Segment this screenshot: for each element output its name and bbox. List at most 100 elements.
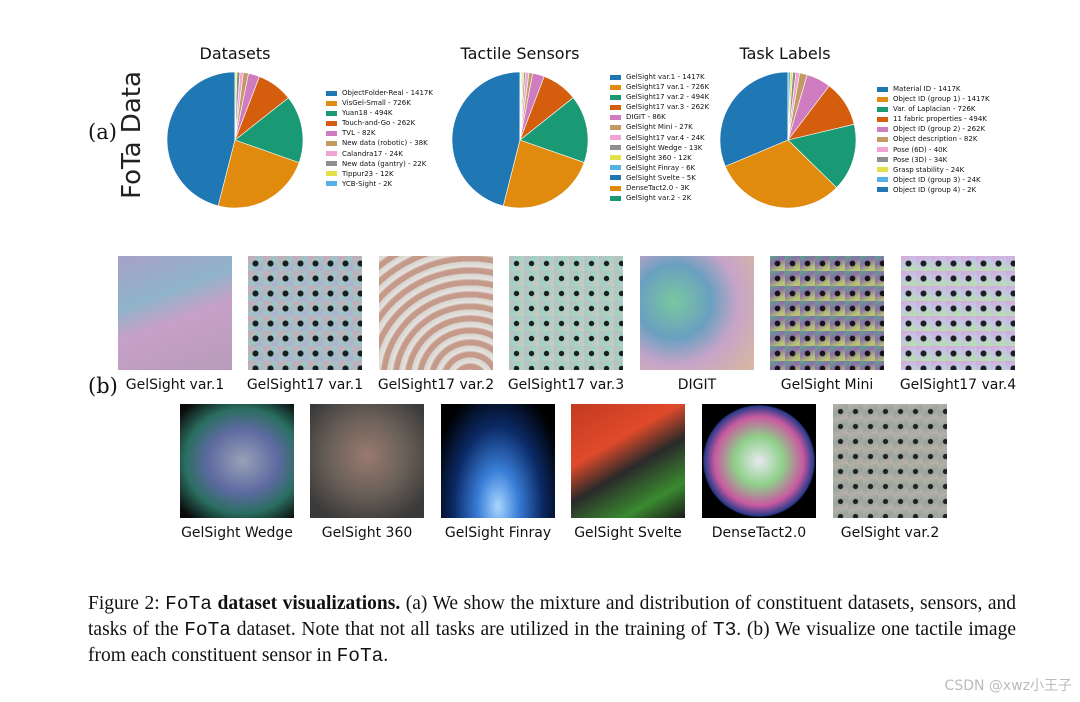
legend-swatch	[877, 106, 888, 112]
caption-bold-title: dataset visualizations.	[217, 593, 401, 614]
legend-swatch	[877, 147, 888, 153]
pie-slice-2	[519, 97, 589, 163]
legend-swatch	[326, 151, 337, 157]
legend-label: GelSight17 var.2 - 494K	[626, 93, 710, 102]
legend-label: Yuan18 - 494K	[342, 109, 393, 118]
legend-entry: Pose (3D) - 34K	[877, 155, 990, 165]
legend-swatch	[877, 96, 888, 102]
caption-text-2: dataset. Note that not all tasks are uti…	[236, 619, 708, 640]
legend-swatch	[610, 185, 621, 191]
legend-label: Pose (6D) - 40K	[893, 145, 948, 154]
legend-swatch	[326, 120, 337, 126]
pie-slice-1	[724, 139, 838, 209]
legend-label: Object ID (group 1) - 1417K	[893, 95, 990, 104]
legend-swatch	[326, 141, 337, 147]
legend-swatch	[877, 126, 888, 132]
thumb-gelsight-var2	[833, 404, 947, 518]
legend-entry: GelSight Mini - 27K	[610, 122, 709, 132]
legend-swatch	[610, 175, 621, 181]
panel-a-label: (a)	[88, 120, 117, 144]
caption-text-3: . (b) We visualize one tactile image fro…	[88, 619, 1016, 666]
legend-entry: GelSight17 var.3 - 262K	[610, 102, 709, 112]
legend-label: New data (gantry) - 22K	[342, 159, 427, 168]
legend-swatch	[610, 84, 621, 90]
legend-swatch	[877, 86, 888, 92]
legend-swatch	[326, 110, 337, 116]
legend-datasets: ObjectFolder-Real - 1417K VisGel-Small - …	[326, 88, 433, 189]
legend-label: DIGIT - 86K	[626, 113, 666, 122]
thumb-gelsight-svelte	[571, 404, 685, 518]
caption-gelsight-var1: GelSight var.1	[125, 377, 225, 393]
legend-entry: VisGel-Small - 726K	[326, 98, 433, 108]
legend-label: Var. of Laplacian - 726K	[893, 105, 976, 114]
chart-title-task-labels: Task Labels	[739, 44, 831, 63]
caption-gelsight17-var3: GelSight17 var.3	[507, 377, 625, 393]
legend-entry: Object description - 82K	[877, 134, 990, 144]
legend-entry: GelSight Svelte - 5K	[610, 173, 709, 183]
legend-swatch	[877, 187, 888, 193]
pie-slice-2	[787, 123, 857, 188]
chart-title-datasets: Datasets	[199, 44, 271, 63]
caption-fota-2: FoTa	[184, 619, 231, 641]
caption-gelsight-mini: GelSight Mini	[780, 377, 874, 393]
legend-label: GelSight Finray - 6K	[626, 163, 696, 172]
legend-label: TVL - 82K	[342, 129, 376, 138]
legend-entry: GelSight17 var.4 - 24K	[610, 133, 709, 143]
legend-entry: GelSight 360 - 12K	[610, 153, 709, 163]
legend-label: Grasp stability - 24K	[893, 165, 965, 174]
legend-tactile-sensors: GelSight var.1 - 1417K GelSight17 var.1 -…	[610, 72, 709, 203]
caption-text-4: .	[383, 645, 389, 666]
legend-label: DenseTact2.0 - 3K	[626, 184, 690, 193]
pie-slice-0	[719, 71, 789, 167]
legend-swatch	[877, 116, 888, 122]
legend-entry: TVL - 82K	[326, 128, 433, 138]
legend-entry: Pose (6D) - 40K	[877, 145, 990, 155]
legend-swatch	[877, 177, 888, 183]
thumb-digit	[640, 256, 754, 370]
thumb-gelsight-mini	[770, 256, 884, 370]
legend-label: 11 fabric properties - 494K	[893, 115, 987, 124]
pie-slice-1	[502, 139, 585, 209]
legend-label: GelSight Wedge - 13K	[626, 143, 703, 152]
caption-gelsight-wedge: GelSight Wedge	[181, 525, 293, 541]
legend-label: Calandra17 - 24K	[342, 149, 403, 158]
legend-label: Pose (3D) - 34K	[893, 155, 948, 164]
pie-slice-2	[234, 97, 304, 164]
legend-entry: Material ID - 1417K	[877, 84, 990, 94]
thumb-gelsight17-var1	[248, 256, 362, 370]
legend-label: VisGel-Small - 726K	[342, 99, 411, 108]
legend-swatch	[610, 195, 621, 201]
legend-swatch	[610, 74, 621, 80]
pie-chart-tactile-sensors	[451, 71, 589, 209]
panel-b-label: (b)	[88, 374, 118, 398]
legend-label: Object ID (group 4) - 2K	[893, 185, 977, 194]
legend-swatch	[610, 94, 621, 100]
pie-chart-task-labels	[719, 71, 857, 209]
thumb-gelsight17-var3	[509, 256, 623, 370]
legend-entry: GelSight var.1 - 1417K	[610, 72, 709, 82]
caption-t3: T3	[712, 619, 737, 641]
figure-caption: Figure 2: FoTa dataset visualizations. (…	[88, 591, 1016, 669]
legend-swatch	[877, 167, 888, 173]
legend-swatch	[877, 157, 888, 163]
legend-entry: Touch-and-Go - 262K	[326, 118, 433, 128]
legend-entry: Yuan18 - 494K	[326, 108, 433, 118]
legend-label: ObjectFolder-Real - 1417K	[342, 89, 433, 97]
caption-gelsight-360: GelSight 360	[321, 525, 413, 541]
legend-label: GelSight var.2 - 2K	[626, 194, 692, 203]
legend-swatch	[610, 165, 621, 171]
legend-entry: DenseTact2.0 - 3K	[610, 183, 709, 193]
legend-label: GelSight17 var.1 - 726K	[626, 83, 710, 92]
legend-entry: Object ID (group 3) - 24K	[877, 175, 990, 185]
legend-entry: DIGIT - 86K	[610, 112, 709, 122]
thumb-gelsight-360	[310, 404, 424, 518]
legend-swatch	[326, 171, 337, 177]
legend-label: New data (robotic) - 38K	[342, 139, 428, 148]
pie-slice-1	[217, 139, 300, 209]
legend-label: GelSight 360 - 12K	[626, 153, 692, 162]
thumb-gelsight-wedge	[180, 404, 294, 518]
pie-chart-datasets	[166, 71, 304, 209]
pie-slice-0	[166, 71, 236, 207]
legend-swatch	[610, 104, 621, 110]
caption-gelsight-finray: GelSight Finray	[444, 525, 552, 541]
